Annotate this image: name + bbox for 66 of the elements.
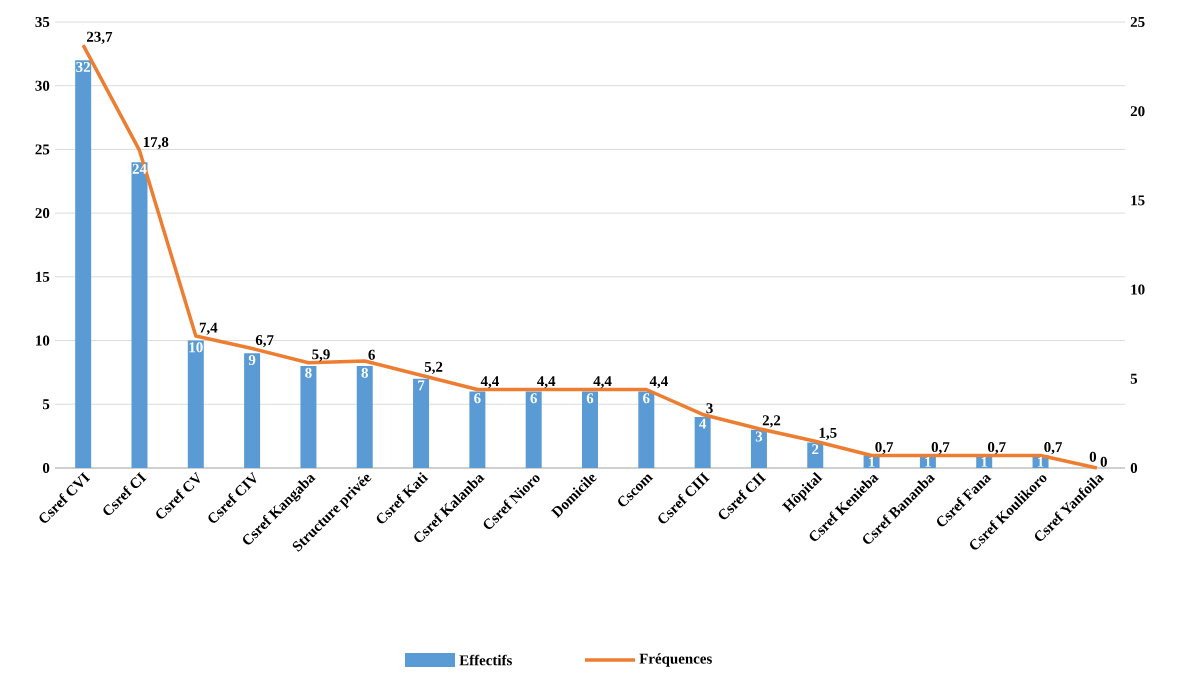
bar: [750, 429, 767, 468]
data-label: 3: [755, 431, 763, 442]
data-label: 7: [418, 380, 425, 391]
bar: [300, 366, 317, 468]
y2-tick-label: 25: [1130, 16, 1145, 27]
data-label: 5,2: [424, 361, 443, 375]
data-label: 2: [812, 444, 819, 455]
bar: [131, 162, 148, 468]
y2-tick-label: 5: [1130, 373, 1138, 384]
y-tick-label: 25: [35, 144, 50, 155]
data-label: 6: [586, 393, 594, 404]
y2-tick-label: 10: [1131, 284, 1145, 295]
data-label: 6,7: [255, 335, 274, 348]
bar: [187, 340, 204, 468]
data-label: 6: [474, 393, 481, 404]
bar: [469, 391, 486, 468]
y-tick-label: 35: [35, 16, 50, 27]
bar: [582, 391, 598, 468]
bar: [638, 391, 655, 468]
data-label: 0: [1100, 456, 1107, 467]
data-label: 3: [706, 403, 713, 414]
bar: [694, 417, 711, 468]
data-label: 0,7: [875, 442, 894, 455]
data-label: 0,7: [1044, 442, 1063, 455]
data-label: 23,7: [86, 31, 113, 44]
data-label: 1: [981, 456, 988, 467]
y2-tick-label: 0: [1130, 462, 1138, 474]
y2-tick-label: 20: [1130, 106, 1145, 117]
data-label: 1: [869, 456, 875, 467]
data-label: 32: [76, 61, 90, 72]
data-label: 0: [1089, 451, 1097, 462]
data-label: 4,4: [537, 376, 556, 389]
data-label: 2,2: [762, 415, 781, 428]
data-label: 6: [368, 349, 375, 360]
data-label: 8: [361, 367, 368, 378]
y-tick-label: 10: [36, 335, 50, 346]
y-tick-label: 30: [35, 80, 50, 91]
data-label: 1: [1037, 456, 1044, 467]
legend-label: Effectifs: [459, 654, 512, 666]
bar: [75, 60, 92, 468]
data-label: 8: [305, 367, 312, 378]
data-label: 4,4: [593, 376, 612, 389]
data-label: 4,4: [480, 376, 499, 389]
y-tick-label: 20: [35, 208, 50, 219]
bar: [244, 353, 261, 468]
data-label: 4: [699, 418, 707, 429]
data-label: 5,9: [312, 349, 330, 362]
y2-tick-label: 15: [1131, 195, 1145, 206]
legend-label: Fréquences: [639, 653, 712, 667]
data-label: 6: [530, 393, 537, 404]
data-label: 9: [248, 355, 256, 366]
bar: [356, 366, 373, 468]
data-label: 10: [189, 342, 203, 353]
y-tick-label: 15: [36, 271, 50, 282]
data-label: 1: [925, 456, 931, 467]
data-label: 1,5: [819, 427, 837, 441]
data-label: 17,8: [143, 136, 169, 150]
data-label: 6: [643, 393, 650, 404]
data-label: 0,7: [931, 442, 950, 455]
data-label: 7,4: [199, 322, 218, 335]
data-label: 4,4: [649, 376, 668, 389]
bar: [413, 378, 430, 468]
data-label: 0,7: [987, 442, 1006, 455]
bar: [525, 391, 542, 468]
y-tick-label: 0: [42, 462, 50, 474]
y-tick-label: 5: [42, 399, 50, 410]
